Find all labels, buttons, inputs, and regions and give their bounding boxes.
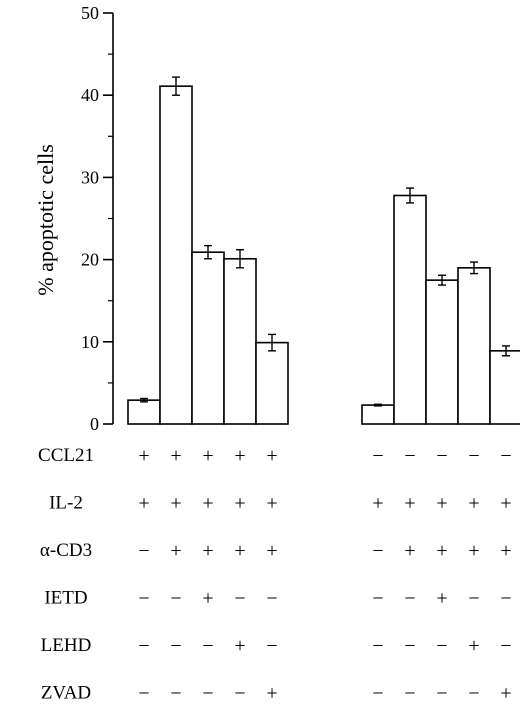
bar <box>159 85 193 425</box>
y-tick-label: 40 <box>81 85 99 105</box>
condition-sign: − <box>266 588 277 610</box>
condition-sign: + <box>202 445 213 467</box>
y-axis-group: 0 10 20 30 40 50 % apoptotic cells <box>33 3 114 434</box>
condition-sign: + <box>468 493 479 515</box>
condition-sign: + <box>138 493 149 515</box>
condition-sign: + <box>138 445 149 467</box>
condition-sign: + <box>170 493 181 515</box>
condition-sign: − <box>468 588 479 610</box>
condition-sign: + <box>372 493 383 515</box>
condition-sign: − <box>138 683 149 705</box>
y-tick-label: 20 <box>81 250 99 270</box>
bar <box>255 341 289 425</box>
condition-sign: + <box>468 635 479 657</box>
condition-sign: − <box>500 588 511 610</box>
condition-sign: − <box>234 588 245 610</box>
bars-group <box>127 85 520 425</box>
condition-sign: − <box>468 445 479 467</box>
condition-sign: − <box>170 635 181 657</box>
bar <box>393 194 427 425</box>
y-tick-label: 30 <box>81 167 99 187</box>
condition-sign: − <box>500 445 511 467</box>
condition-sign: + <box>234 540 245 562</box>
condition-sign: − <box>138 635 149 657</box>
condition-sign: − <box>404 683 415 705</box>
condition-sign: − <box>436 635 447 657</box>
condition-sign: + <box>202 588 213 610</box>
condition-sign: − <box>372 445 383 467</box>
condition-sign: − <box>372 635 383 657</box>
condition-sign: + <box>266 445 277 467</box>
condition-row-label: IL-2 <box>49 493 83 514</box>
condition-sign: + <box>436 588 447 610</box>
condition-sign: − <box>170 588 181 610</box>
condition-sign: − <box>404 635 415 657</box>
condition-row-label: LEHD <box>41 635 92 656</box>
condition-sign: + <box>202 493 213 515</box>
condition-sign: − <box>404 588 415 610</box>
condition-sign: − <box>234 683 245 705</box>
error-bars-group <box>140 76 510 407</box>
bar <box>425 279 459 425</box>
condition-sign: + <box>436 493 447 515</box>
bar <box>191 251 225 425</box>
condition-sign: + <box>468 540 479 562</box>
condition-sign: − <box>436 683 447 705</box>
bar <box>457 267 491 425</box>
condition-sign: − <box>138 588 149 610</box>
condition-row-label: α-CD3 <box>40 540 92 561</box>
bar <box>223 257 257 425</box>
condition-sign: + <box>436 540 447 562</box>
condition-sign: + <box>404 540 415 562</box>
condition-row-label: ZVAD <box>41 683 91 704</box>
condition-sign: + <box>170 445 181 467</box>
condition-sign: − <box>500 635 511 657</box>
y-axis-label: % apoptotic cells <box>33 144 58 296</box>
condition-sign: − <box>170 683 181 705</box>
condition-sign: − <box>436 445 447 467</box>
condition-row-label: CCL21 <box>38 445 94 466</box>
condition-sign: + <box>234 493 245 515</box>
condition-sign: − <box>404 445 415 467</box>
condition-sign: − <box>372 683 383 705</box>
bar <box>127 399 161 425</box>
y-tick-label: 10 <box>81 332 99 352</box>
condition-sign: − <box>372 540 383 562</box>
condition-sign: + <box>500 493 511 515</box>
y-tick-label: 50 <box>81 3 99 23</box>
condition-row-label: IETD <box>44 588 87 609</box>
condition-sign: + <box>234 445 245 467</box>
condition-sign: − <box>468 683 479 705</box>
condition-table: CCL21 + + + + + − − − − −IL-2 + + + + + + + + + +α-CD3− + + + + −… <box>38 445 512 705</box>
condition-sign: + <box>202 540 213 562</box>
condition-sign: + <box>170 540 181 562</box>
condition-sign: + <box>404 493 415 515</box>
condition-sign: + <box>500 683 511 705</box>
condition-sign: − <box>202 683 213 705</box>
condition-sign: + <box>266 683 277 705</box>
condition-sign: − <box>202 635 213 657</box>
bar <box>361 404 395 425</box>
condition-sign: + <box>500 540 511 562</box>
condition-sign: − <box>266 635 277 657</box>
condition-sign: + <box>266 493 277 515</box>
y-tick-label: 0 <box>90 414 99 434</box>
condition-sign: + <box>234 635 245 657</box>
condition-sign: − <box>138 540 149 562</box>
condition-sign: − <box>372 588 383 610</box>
bar <box>489 350 520 425</box>
condition-sign: + <box>266 540 277 562</box>
